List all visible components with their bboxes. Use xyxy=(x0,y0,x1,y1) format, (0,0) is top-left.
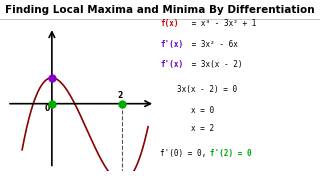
Text: f'(x): f'(x) xyxy=(160,60,183,69)
Text: f'(x): f'(x) xyxy=(160,40,183,49)
Text: = x³ - 3x² + 1: = x³ - 3x² + 1 xyxy=(187,19,256,28)
Text: = 3x(x - 2): = 3x(x - 2) xyxy=(187,60,242,69)
Point xyxy=(49,76,54,79)
Text: 0: 0 xyxy=(44,104,49,113)
Text: Finding Local Maxima and Minima By Differentiation: Finding Local Maxima and Minima By Diffe… xyxy=(5,5,315,15)
Text: = 3x² - 6x: = 3x² - 6x xyxy=(187,40,238,49)
Text: x = 2: x = 2 xyxy=(191,125,214,134)
Text: f'(0) = 0,: f'(0) = 0, xyxy=(160,149,211,158)
Text: 3x(x - 2) = 0: 3x(x - 2) = 0 xyxy=(177,85,237,94)
Text: 2: 2 xyxy=(118,91,123,100)
Text: f(x): f(x) xyxy=(160,19,179,28)
Text: f'(2) = 0: f'(2) = 0 xyxy=(210,149,252,158)
Text: x = 0: x = 0 xyxy=(191,106,214,115)
Point xyxy=(49,102,54,105)
Point xyxy=(119,102,124,105)
